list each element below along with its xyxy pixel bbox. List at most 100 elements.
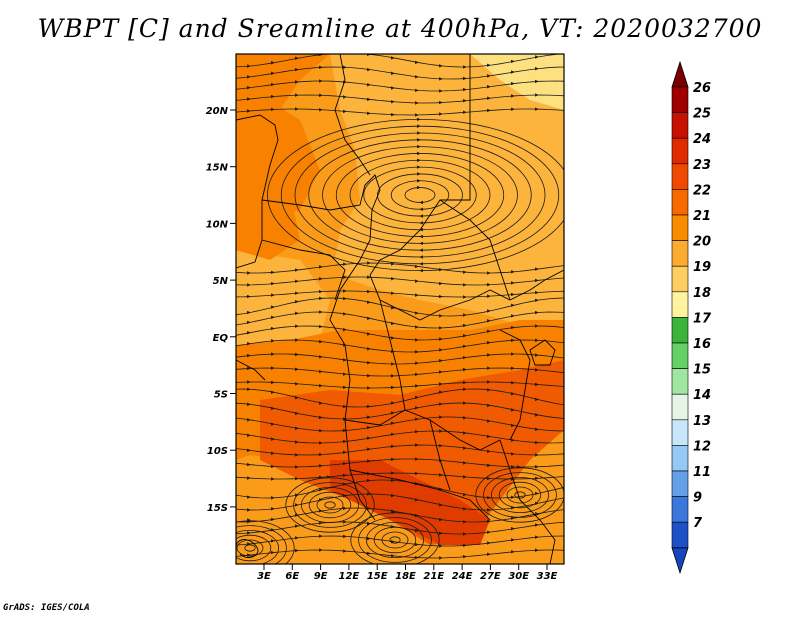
streamline-arrow xyxy=(342,65,347,69)
streamline-arrow xyxy=(462,387,467,391)
streamline-arrow xyxy=(486,74,491,78)
streamline-arrow xyxy=(270,528,275,532)
lon-tick-label: 24E xyxy=(452,571,473,582)
streamline-arrow xyxy=(318,441,323,445)
colorbar-segment xyxy=(671,86,689,113)
streamline-arrow xyxy=(462,283,467,287)
streamline-arrow xyxy=(294,93,299,97)
streamline-arrow xyxy=(294,524,299,528)
streamline-arrow xyxy=(366,83,371,87)
colorbar-segment xyxy=(671,521,689,549)
streamline-arrow xyxy=(419,214,424,218)
streamline-arrow xyxy=(342,312,347,316)
streamline-arrow xyxy=(294,453,299,457)
streamline-arrow xyxy=(438,544,443,548)
streamline-arrow xyxy=(510,408,515,412)
streamline-arrow xyxy=(462,110,467,114)
streamline xyxy=(236,535,564,547)
streamline xyxy=(236,534,272,562)
streamline-arrow xyxy=(462,543,467,548)
streamline-arrow xyxy=(414,498,419,502)
streamline-arrow xyxy=(294,352,299,357)
streamline-arrow xyxy=(414,293,419,297)
colorbar-segment xyxy=(671,137,689,165)
streamline-arrow xyxy=(270,352,275,356)
streamline-arrow xyxy=(366,332,371,336)
streamline-arrow xyxy=(390,362,395,366)
lon-tick-label: 12E xyxy=(339,571,360,582)
streamline-arrow xyxy=(486,508,491,512)
streamline xyxy=(316,496,344,514)
streamline-arrow xyxy=(390,100,395,104)
streamline-arrow xyxy=(246,294,251,299)
streamline-arrow xyxy=(438,348,443,352)
streamline-arrow xyxy=(462,367,467,372)
colorbar-top-arrow xyxy=(671,60,689,88)
streamline-arrow xyxy=(486,96,491,100)
streamline xyxy=(236,353,564,365)
streamline-arrow xyxy=(366,289,371,294)
lon-tick-label: 3E xyxy=(257,571,271,582)
streamline-arrow xyxy=(486,63,491,67)
streamline-arrow xyxy=(534,324,539,328)
streamline-arrow xyxy=(534,278,539,283)
streamline-arrow xyxy=(534,512,539,516)
streamline-arrow xyxy=(294,513,299,517)
streamline-arrow xyxy=(294,476,299,481)
streamline-arrow xyxy=(486,282,491,287)
streamline-arrow xyxy=(246,448,251,453)
streamline-arrow xyxy=(246,518,251,522)
streamline-arrow xyxy=(294,338,299,342)
streamline-arrow xyxy=(246,476,251,480)
streamline-arrow xyxy=(419,268,424,273)
lon-tick-label: 15E xyxy=(367,571,388,582)
colorbar-label: 19 xyxy=(693,260,711,275)
streamline-arrow xyxy=(366,536,371,541)
streamline-arrow xyxy=(294,440,299,444)
colorbar-label: 21 xyxy=(693,209,711,224)
streamline-arrow xyxy=(342,327,347,332)
streamline-arrow xyxy=(390,471,395,475)
streamline-arrow xyxy=(462,380,467,385)
streamline-arrow xyxy=(318,310,323,314)
streamline-arrow xyxy=(510,107,515,111)
streamline-arrow xyxy=(294,80,299,84)
streamline-arrow xyxy=(342,439,347,444)
streamline-arrow xyxy=(462,76,467,81)
streamline xyxy=(236,416,564,432)
streamline-arrow xyxy=(246,109,251,113)
streamline-arrow xyxy=(318,429,323,433)
streamline-arrow xyxy=(462,554,467,559)
streamline-arrow xyxy=(390,277,395,281)
streamline-arrow xyxy=(414,443,419,447)
streamline-arrow xyxy=(438,359,443,363)
streamline-arrow xyxy=(486,366,491,370)
streamline-arrow xyxy=(486,309,491,313)
colorbar-bottom-arrow xyxy=(671,547,689,575)
streamline-arrow xyxy=(318,79,323,83)
colorbar-segment xyxy=(671,265,689,293)
streamline-arrow xyxy=(462,355,467,360)
streamline-arrow xyxy=(366,275,371,279)
streamline-arrow xyxy=(342,289,347,293)
streamline-arrow xyxy=(246,366,251,371)
streamline-arrow xyxy=(510,366,515,370)
streamline-arrow xyxy=(510,325,515,330)
colorbar-label: 16 xyxy=(693,337,711,352)
map-area xyxy=(236,54,564,564)
streamline-arrow xyxy=(534,440,539,445)
streamline xyxy=(300,486,359,523)
streamline-arrow xyxy=(390,291,395,295)
colorbar-segment xyxy=(671,240,689,267)
streamline xyxy=(236,539,264,557)
streamline-arrow xyxy=(438,294,443,299)
streamline-arrow xyxy=(294,548,299,553)
colorbar-segment xyxy=(671,393,689,421)
streamline-arrow xyxy=(366,425,371,430)
streamline-arrow xyxy=(366,415,371,419)
streamline-arrow xyxy=(510,465,515,469)
streamline-arrow xyxy=(318,289,323,294)
streamline-arrow xyxy=(342,461,347,466)
streamline-arrow xyxy=(438,370,443,374)
